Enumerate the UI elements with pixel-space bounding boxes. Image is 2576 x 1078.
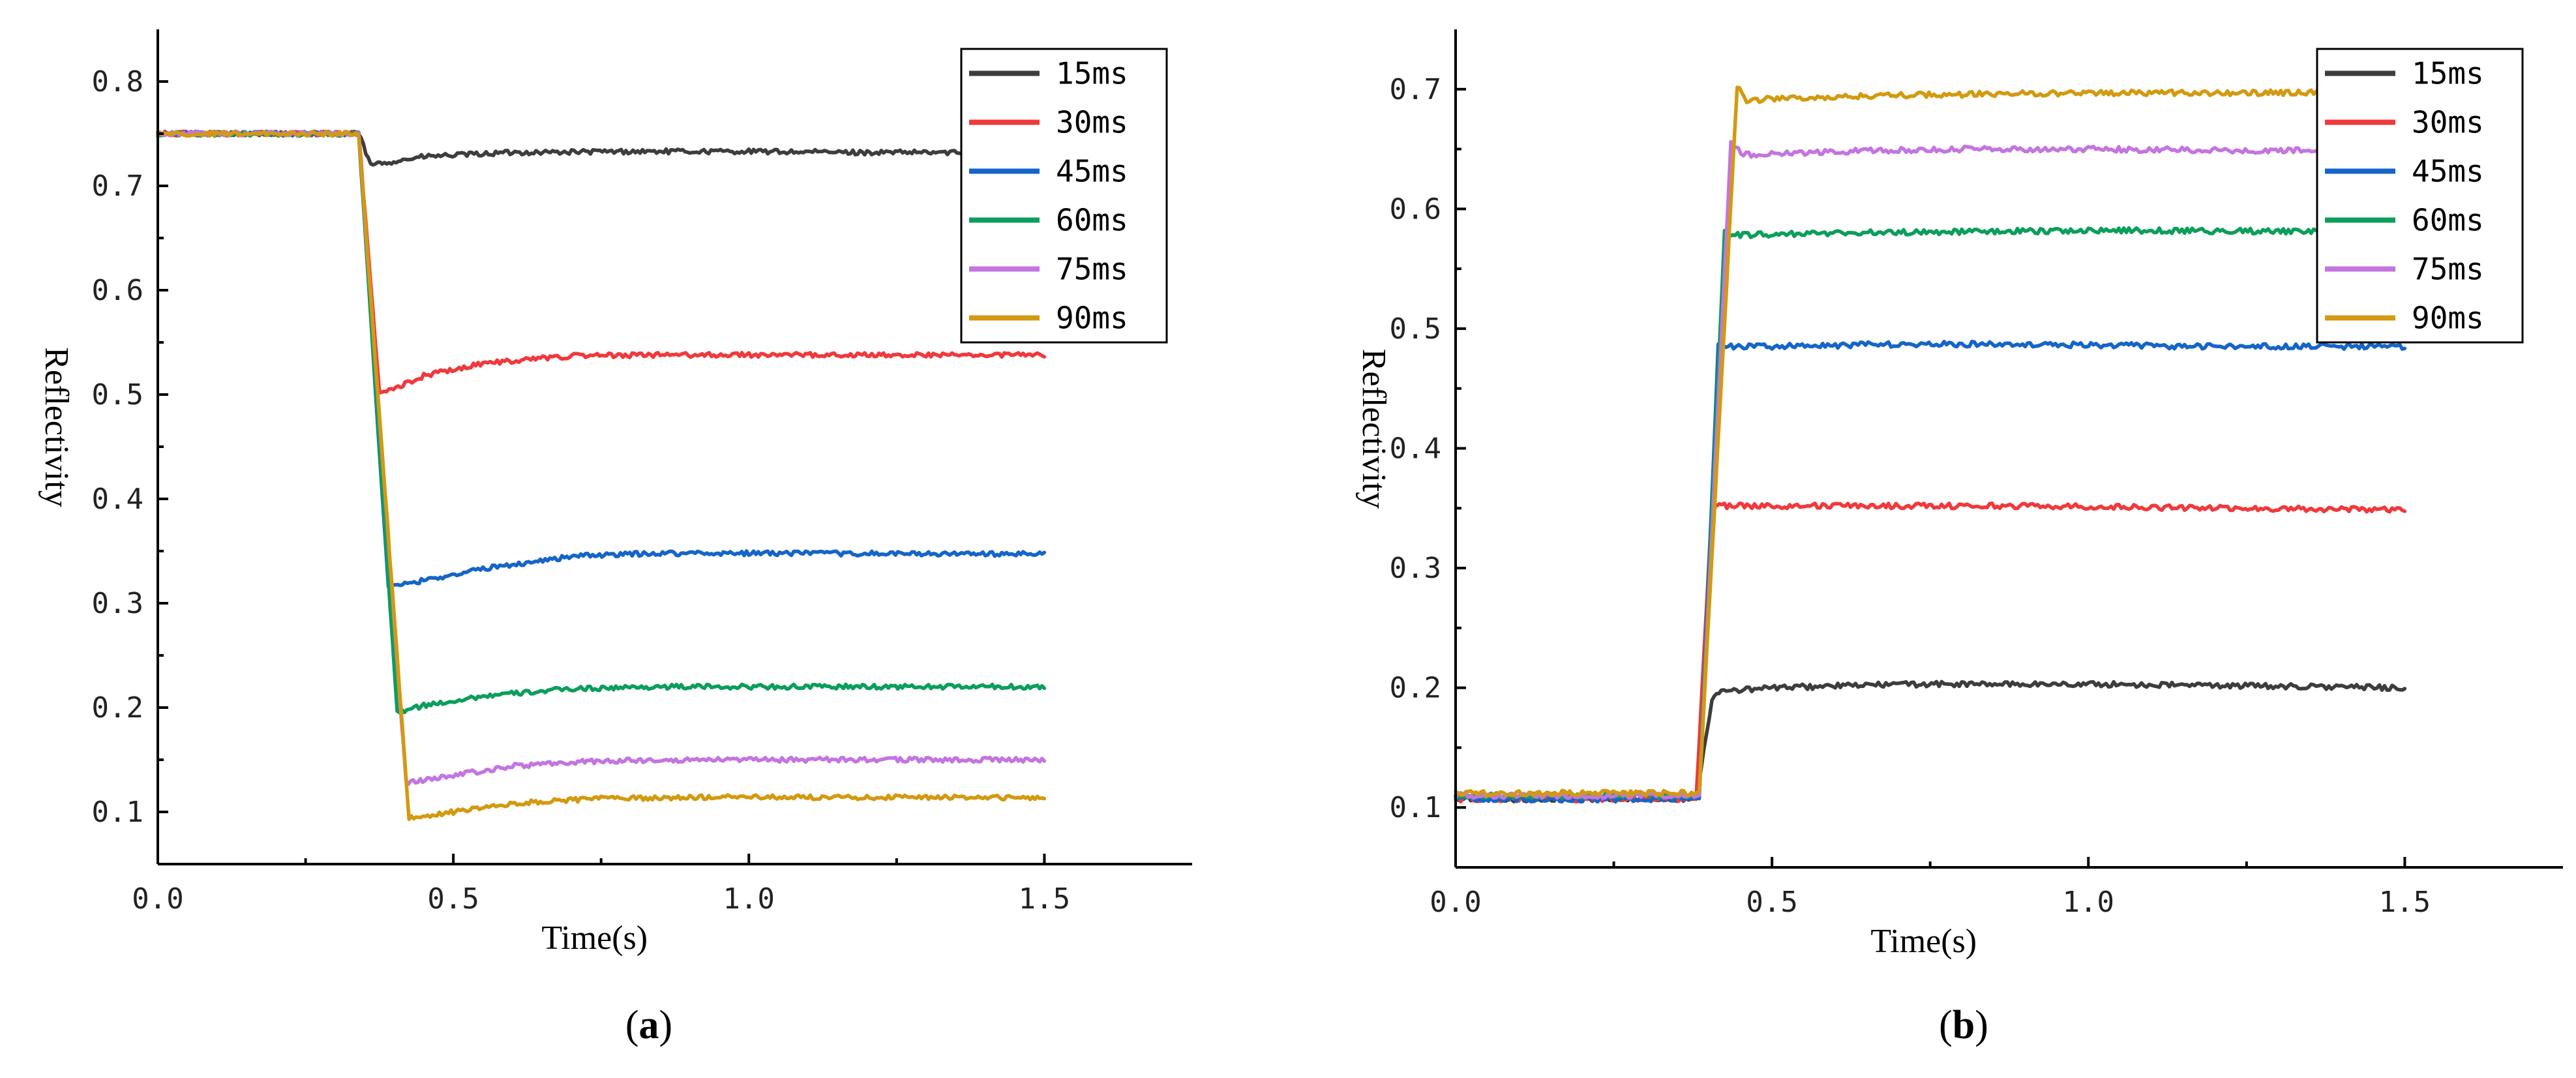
legend: 15ms 30ms 45ms 60ms 75ms 90ms (2316, 48, 2524, 344)
y-tick-label: 0.5 (1390, 312, 1441, 346)
legend-label: 30ms (1056, 105, 1128, 140)
y-tick-label: 0.3 (92, 587, 143, 620)
x-axis-title: Time(s) (541, 920, 648, 957)
y-tick-label: 0.4 (92, 483, 143, 516)
legend-label: 60ms (2412, 203, 2484, 238)
legend-label: 45ms (2412, 154, 2484, 189)
panel-caption: (b) (1939, 1003, 1988, 1047)
y-axis-title: Reflectivity (1355, 349, 1392, 509)
x-tick-label: 1.0 (723, 882, 775, 916)
x-axis-title: Time(s) (1870, 923, 1977, 960)
legend-label: 75ms (2412, 252, 2484, 287)
y-tick-label: 0.7 (92, 170, 143, 203)
x-tick-label: 0.0 (132, 882, 183, 916)
series-line-90ms (156, 129, 1047, 822)
series-line-30ms (156, 129, 1047, 395)
y-tick-label: 0.6 (1390, 192, 1441, 226)
legend-box (960, 48, 1168, 344)
y-tick-label: 0.4 (1390, 432, 1441, 466)
panel-caption: (a) (625, 1003, 672, 1047)
legend-label: 30ms (2412, 105, 2484, 140)
legend-label: 90ms (1056, 301, 1128, 336)
legend-label: 15ms (2412, 56, 2484, 91)
x-tick-label: 1.5 (2379, 886, 2431, 919)
y-tick-label: 0.2 (92, 691, 143, 725)
chart-panel-a: 0.1 0.2 0.3 0.4 0.5 0.6 0.7 0.8 0.0 0.5 1.0 1.5 Time… (38, 29, 1192, 1047)
series-line-45ms (156, 129, 1047, 589)
x-tick-label: 0.0 (1430, 886, 1481, 919)
legend-label: 45ms (1056, 154, 1128, 189)
chart-panel-b: 0.1 0.2 0.3 0.4 0.5 0.6 0.7 0.0 0.5 1.0 1.5 Time(s)… (1355, 29, 2563, 1047)
x-tick-label: 1.5 (1019, 882, 1070, 916)
legend-box (2316, 48, 2524, 344)
y-tick-label: 0.6 (92, 274, 143, 307)
series-line-45ms (1454, 339, 2407, 804)
series-line-30ms (1454, 501, 2407, 804)
y-tick-label: 0.5 (92, 378, 143, 412)
legend: 15ms 30ms 45ms 60ms 75ms 90ms (960, 48, 1168, 344)
legend-label: 90ms (2412, 301, 2484, 336)
legend-label: 15ms (1056, 56, 1128, 91)
y-tick-label: 0.3 (1390, 552, 1441, 585)
series-line-90ms (1454, 85, 2407, 798)
series-line-75ms (1454, 140, 2407, 800)
y-tick-label: 0.1 (92, 796, 143, 829)
y-tick-label: 0.2 (1390, 672, 1441, 705)
series-line-60ms (1454, 226, 2407, 800)
series-line-15ms (1454, 680, 2407, 804)
y-axis-title: Reflectivity (38, 347, 75, 507)
y-tick-label: 0.1 (1390, 791, 1441, 824)
y-tick-label: 0.7 (1390, 73, 1441, 106)
x-tick-label: 1.0 (2063, 886, 2114, 919)
legend-label: 60ms (1056, 203, 1128, 238)
x-tick-label: 0.5 (427, 882, 479, 916)
legend-label: 75ms (1056, 252, 1128, 287)
x-tick-label: 0.5 (1746, 886, 1797, 919)
series-line-60ms (156, 129, 1047, 715)
y-tick-label: 0.8 (92, 65, 143, 98)
